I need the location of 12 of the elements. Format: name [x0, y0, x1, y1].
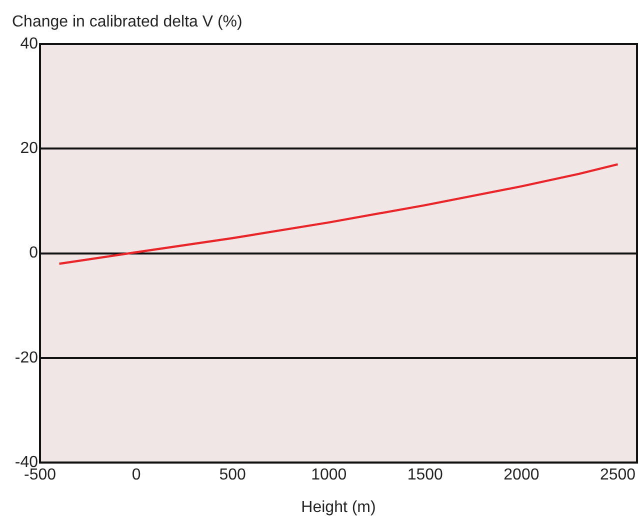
x-axis-title: Height (m)	[301, 498, 376, 516]
x-tick-label: 1500	[407, 466, 444, 484]
y-axis-title: Change in calibrated delta V (%)	[12, 13, 242, 30]
y-tick-label: 40	[20, 35, 38, 52]
y-tick-label: 20	[20, 140, 38, 158]
x-tick-label: 500	[219, 466, 246, 484]
x-tick-label: 2000	[504, 466, 540, 484]
x-tick-label: 2500	[600, 466, 636, 484]
y-tick-label: -20	[14, 349, 38, 366]
x-tick-label: 1000	[311, 466, 347, 484]
y-tick-label: 0	[29, 244, 38, 262]
x-tick-label: 0	[132, 466, 141, 484]
